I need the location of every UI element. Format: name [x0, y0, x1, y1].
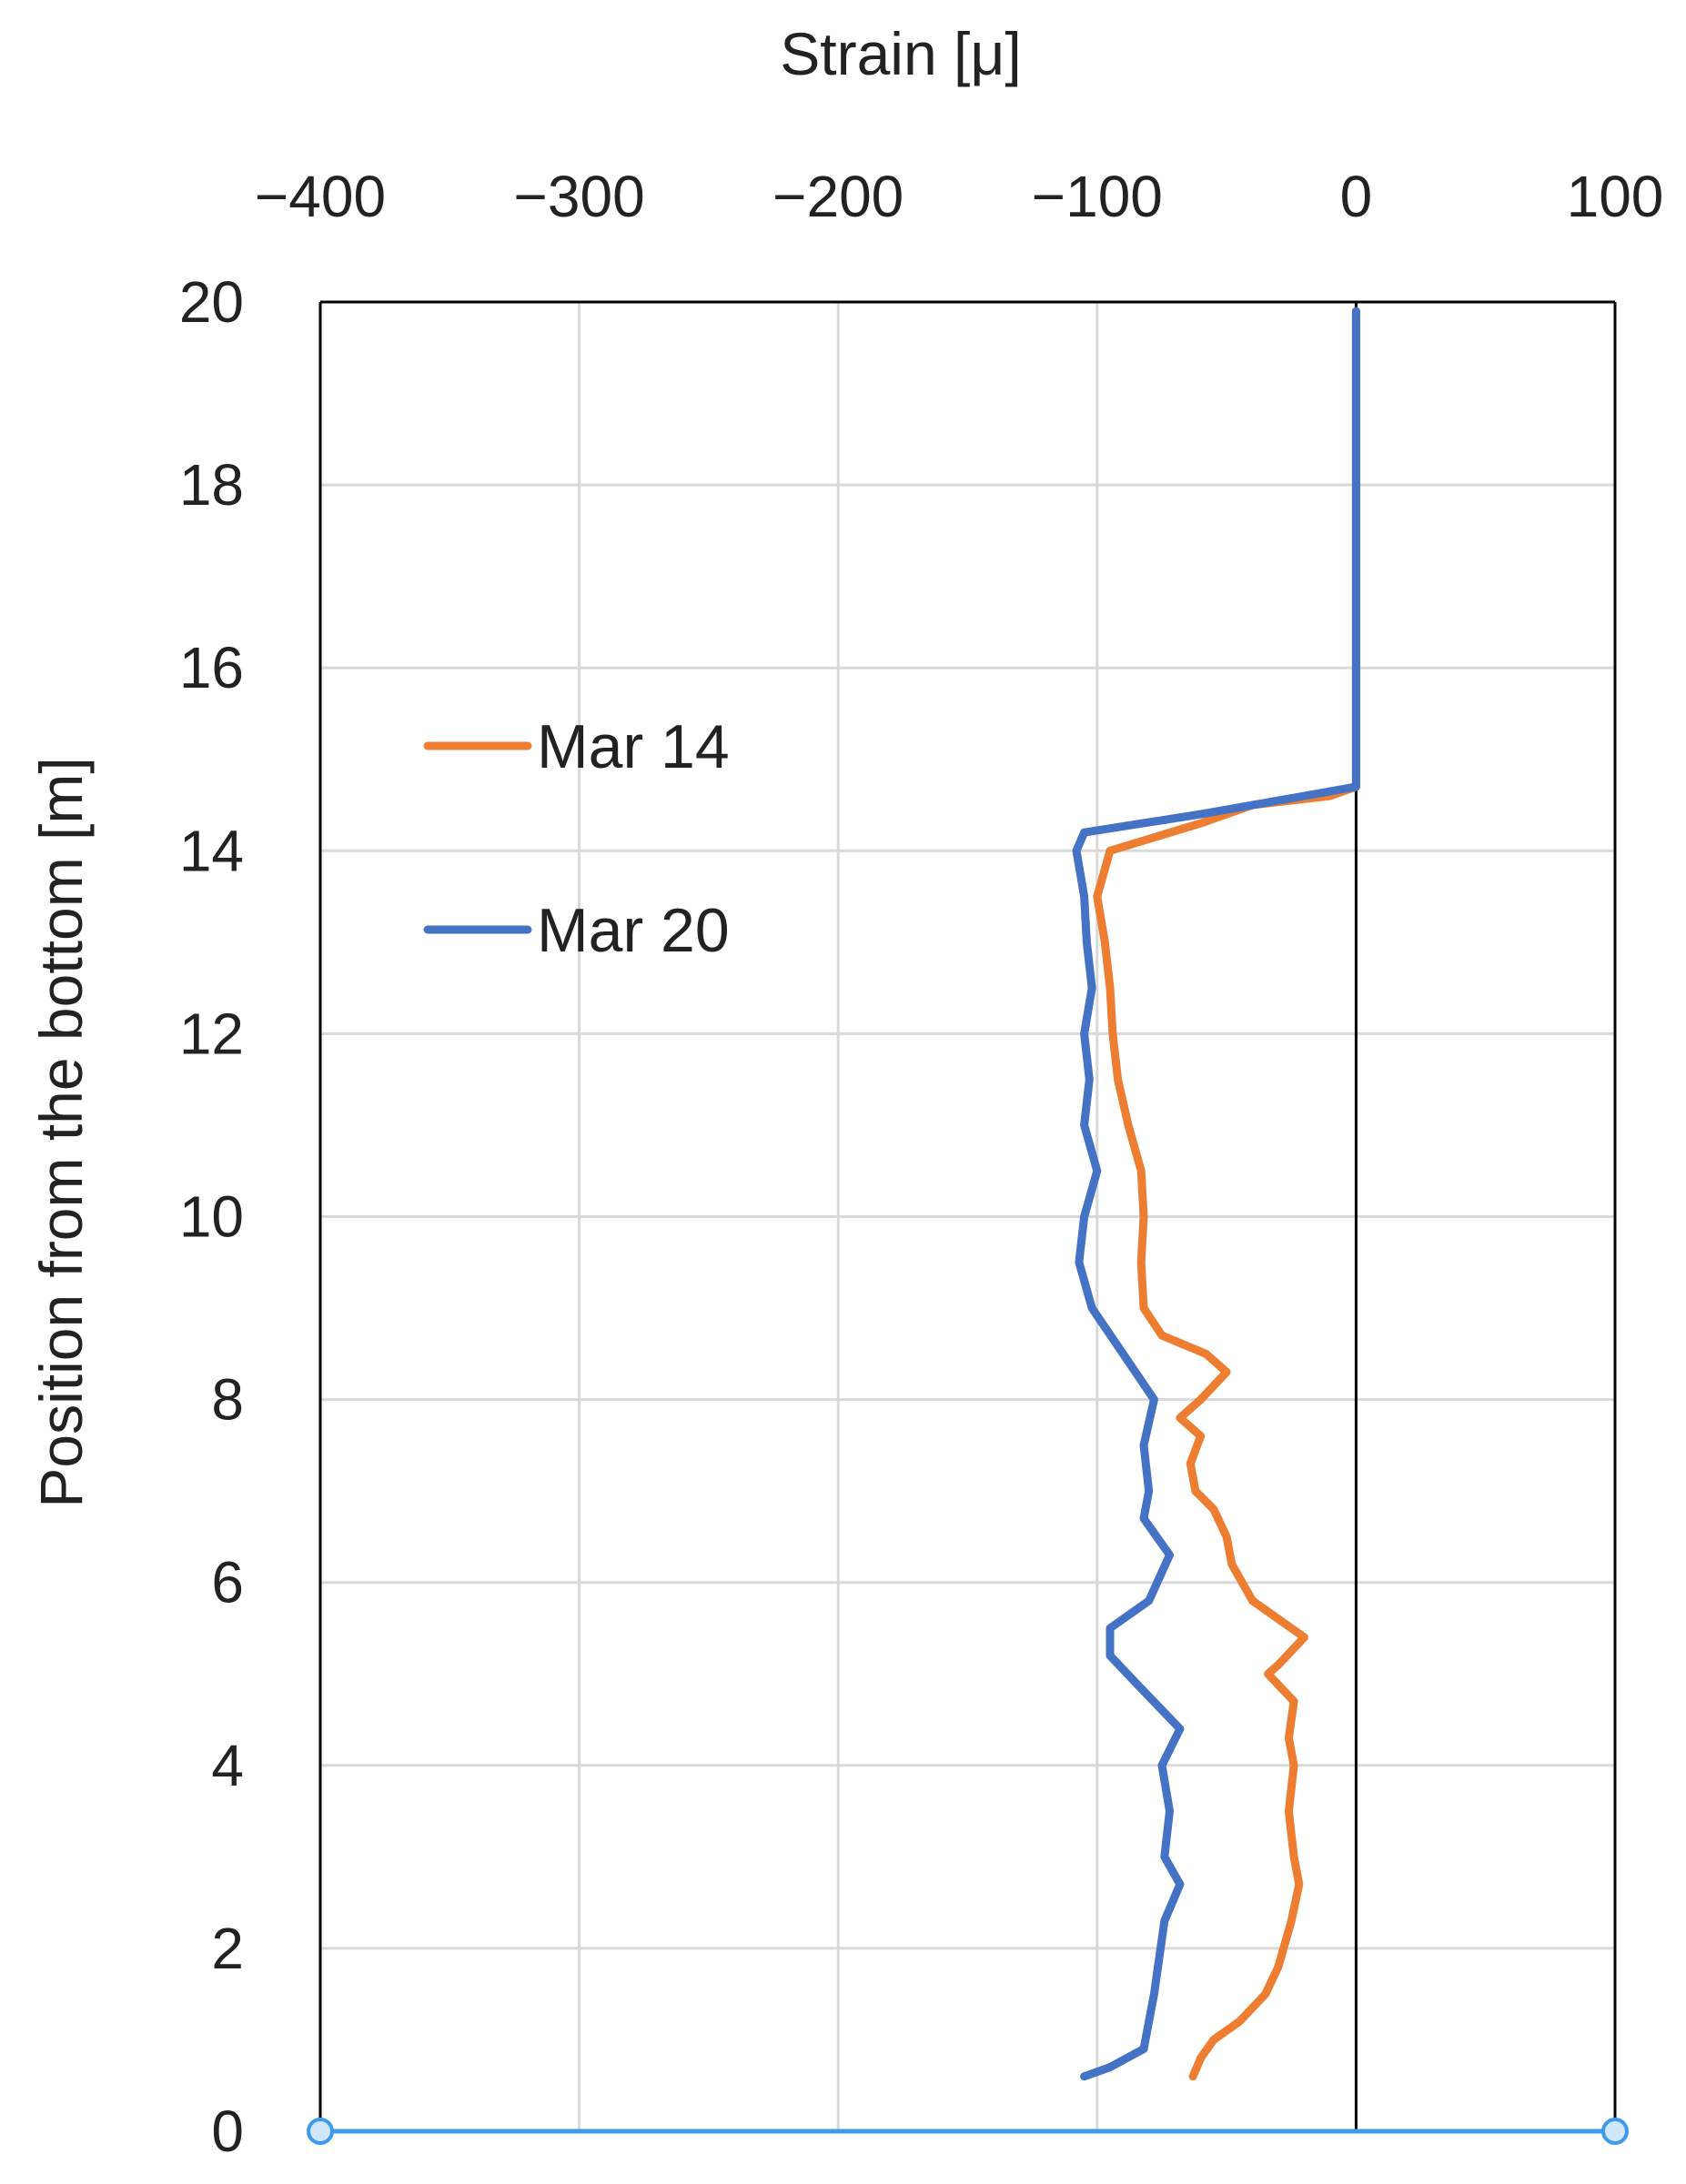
- x-tick-label: 0: [1340, 164, 1373, 229]
- y-tick-label: 18: [179, 452, 244, 518]
- y-tick-label: 14: [179, 818, 244, 883]
- y-tick-label: 6: [211, 1550, 244, 1615]
- y-axis-title: Position from the bottom [m]: [27, 757, 95, 1507]
- y-tick-label: 20: [179, 269, 244, 335]
- y-tick-label: 16: [179, 635, 244, 700]
- legend-label-mar-20: Mar 20: [537, 896, 730, 965]
- axis-layer: −400 −300 −200 −100 0 100 0 2 4 6 8 10 12 14 16 18 20: [179, 164, 1664, 2164]
- y-tick-label: 2: [211, 1916, 244, 1981]
- x-tick-label: −100: [1032, 164, 1163, 229]
- x-tick-label: −200: [772, 164, 904, 229]
- series-layer: [1072, 307, 1360, 2081]
- baseline-right-handle[interactable]: [1601, 2118, 1629, 2145]
- x-tick-label: 100: [1567, 164, 1664, 229]
- legend: Mar 14 Mar 20: [423, 712, 730, 965]
- baseline-left-handle[interactable]: [307, 2118, 334, 2145]
- y-tick-label: 0: [211, 2098, 244, 2164]
- y-tick-label: 10: [179, 1184, 244, 1250]
- y-tick-label: 12: [179, 1001, 244, 1066]
- x-tick-label: −300: [514, 164, 645, 229]
- y-tick-label: 4: [211, 1733, 244, 1798]
- series-line-mar-14: [1093, 307, 1360, 2081]
- x-tick-label: −400: [255, 164, 386, 229]
- series-line-mar-20: [1072, 307, 1360, 2081]
- legend-label-mar-14: Mar 14: [537, 712, 730, 781]
- x-axis-title: Strain [μ]: [780, 20, 1021, 87]
- y-tick-label: 8: [211, 1367, 244, 1433]
- grid-layer: [320, 302, 1615, 2131]
